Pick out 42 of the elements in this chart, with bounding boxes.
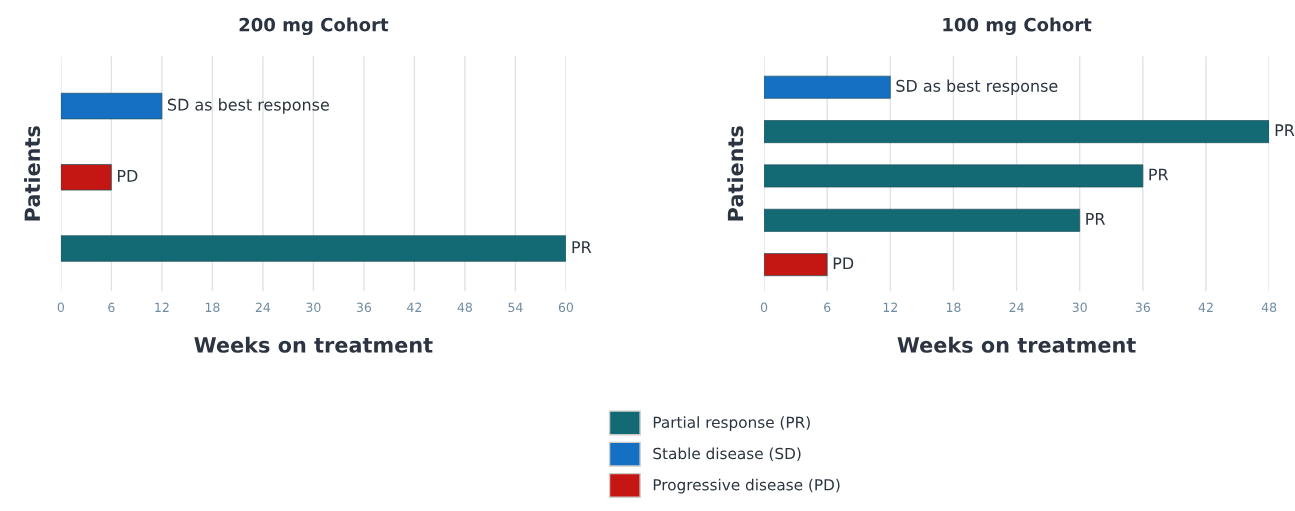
x-tick-label: 54 xyxy=(508,302,523,313)
chart-title: 100 mg Cohort xyxy=(943,17,1092,36)
x-tick-label: 48 xyxy=(457,302,472,313)
x-tick-label: 60 xyxy=(558,302,574,313)
x-tick-label: 18 xyxy=(946,302,961,313)
y-axis-title: Patients xyxy=(727,126,744,221)
bar xyxy=(764,120,1270,144)
x-tick-label: 24 xyxy=(255,302,271,312)
x-tick-label: 6 xyxy=(108,302,115,313)
data-label: PD xyxy=(833,257,854,270)
x-tick-label: 12 xyxy=(883,302,898,312)
x-tick-label: 30 xyxy=(306,302,321,313)
legend-label: Partial response (PR) xyxy=(653,416,810,431)
bar xyxy=(764,75,891,99)
data-label: SD as best response xyxy=(896,79,1058,95)
x-tick-label: 24 xyxy=(1009,302,1024,312)
bar xyxy=(764,253,828,277)
x-axis-title: Weeks on treatment xyxy=(194,336,433,353)
x-tick-label: 0 xyxy=(760,302,768,313)
x-tick-label: 42 xyxy=(1198,302,1213,312)
x-tick-label: 36 xyxy=(356,302,372,313)
x-tick-label: 18 xyxy=(205,302,220,313)
x-axis-title: Weeks on treatment xyxy=(897,336,1136,353)
data-label: PR xyxy=(1086,213,1106,225)
x-tick-label: 12 xyxy=(155,302,169,312)
legend-label: Stable disease (SD) xyxy=(653,447,801,462)
x-tick-label: 0 xyxy=(57,302,65,313)
y-axis-title: Patients xyxy=(24,126,41,221)
data-label: PR xyxy=(1149,168,1169,181)
legend-label: Progressive disease (PD) xyxy=(653,478,840,494)
data-label: PR xyxy=(1275,124,1295,137)
x-tick-label: 42 xyxy=(407,302,422,312)
x-tick-label: 48 xyxy=(1261,302,1277,313)
x-tick-label: 30 xyxy=(1072,302,1087,313)
bar xyxy=(764,208,1081,232)
data-label: SD as best response xyxy=(167,98,329,114)
bar xyxy=(764,164,1144,188)
chart-title: 200 mg Cohort xyxy=(239,17,389,36)
x-tick-label: 6 xyxy=(824,302,831,313)
x-tick-label: 36 xyxy=(1135,302,1150,313)
data-label: PD xyxy=(117,170,138,182)
data-label: PR xyxy=(572,241,592,253)
